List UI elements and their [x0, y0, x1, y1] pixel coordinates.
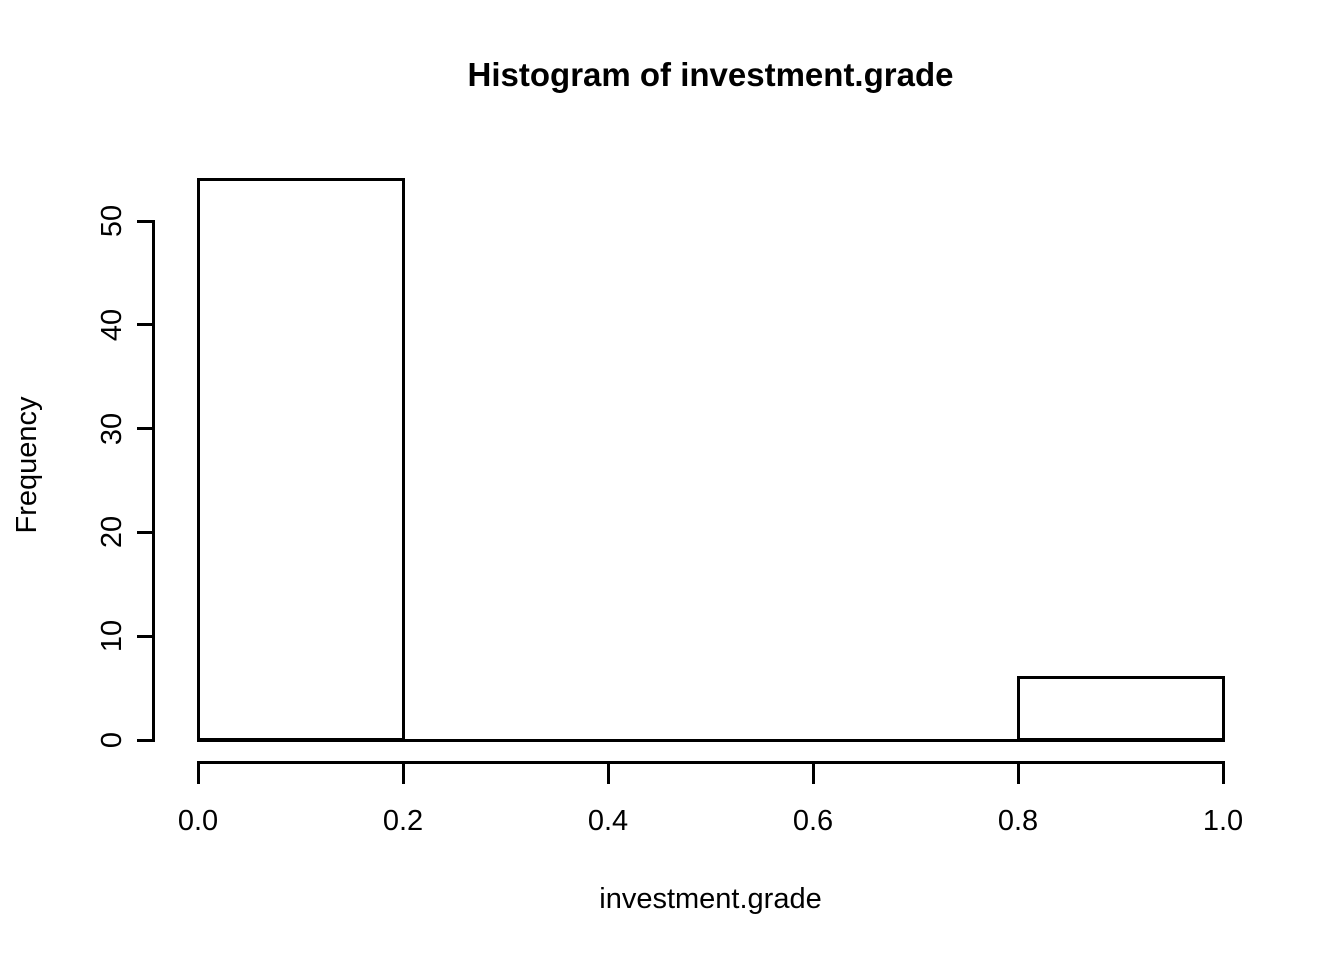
x-tick-label: 0.4: [587, 805, 629, 837]
x-axis-tick: [1221, 763, 1225, 784]
x-axis-tick: [606, 763, 610, 784]
y-axis-tick: [137, 530, 152, 534]
histogram-baseline: [196, 738, 1225, 742]
x-tick-label: 0.8: [997, 805, 1039, 837]
y-tick-label: 0: [96, 731, 128, 749]
chart-title: Histogram of investment.grade: [467, 56, 954, 93]
x-tick-label: 0.2: [382, 805, 424, 837]
x-tick-label: 0.0: [177, 805, 219, 837]
y-axis-tick: [137, 427, 152, 431]
x-tick-label: 0.6: [792, 805, 834, 837]
x-axis-title: investment.grade: [599, 883, 822, 915]
y-axis-tick: [137, 323, 152, 327]
x-axis-line: [196, 760, 1225, 764]
y-axis-tick: [137, 738, 152, 742]
histogram-bar: [1016, 676, 1225, 742]
y-tick-label: 10: [96, 620, 128, 653]
x-axis-tick: [401, 763, 405, 784]
y-axis-tick: [137, 219, 152, 223]
y-axis-tick: [137, 634, 152, 638]
y-tick-label: 50: [96, 204, 128, 238]
x-tick-label: 1.0: [1202, 805, 1244, 837]
y-axis-line: [152, 219, 155, 742]
x-axis-tick: [1016, 763, 1020, 784]
y-axis-title: Frequency: [11, 396, 43, 534]
x-axis-tick: [811, 763, 815, 784]
x-axis-tick: [196, 763, 200, 784]
y-tick-label: 30: [96, 412, 128, 445]
histogram-bar: [196, 177, 405, 742]
y-tick-label: 40: [96, 308, 128, 341]
y-tick-label: 20: [96, 516, 128, 549]
